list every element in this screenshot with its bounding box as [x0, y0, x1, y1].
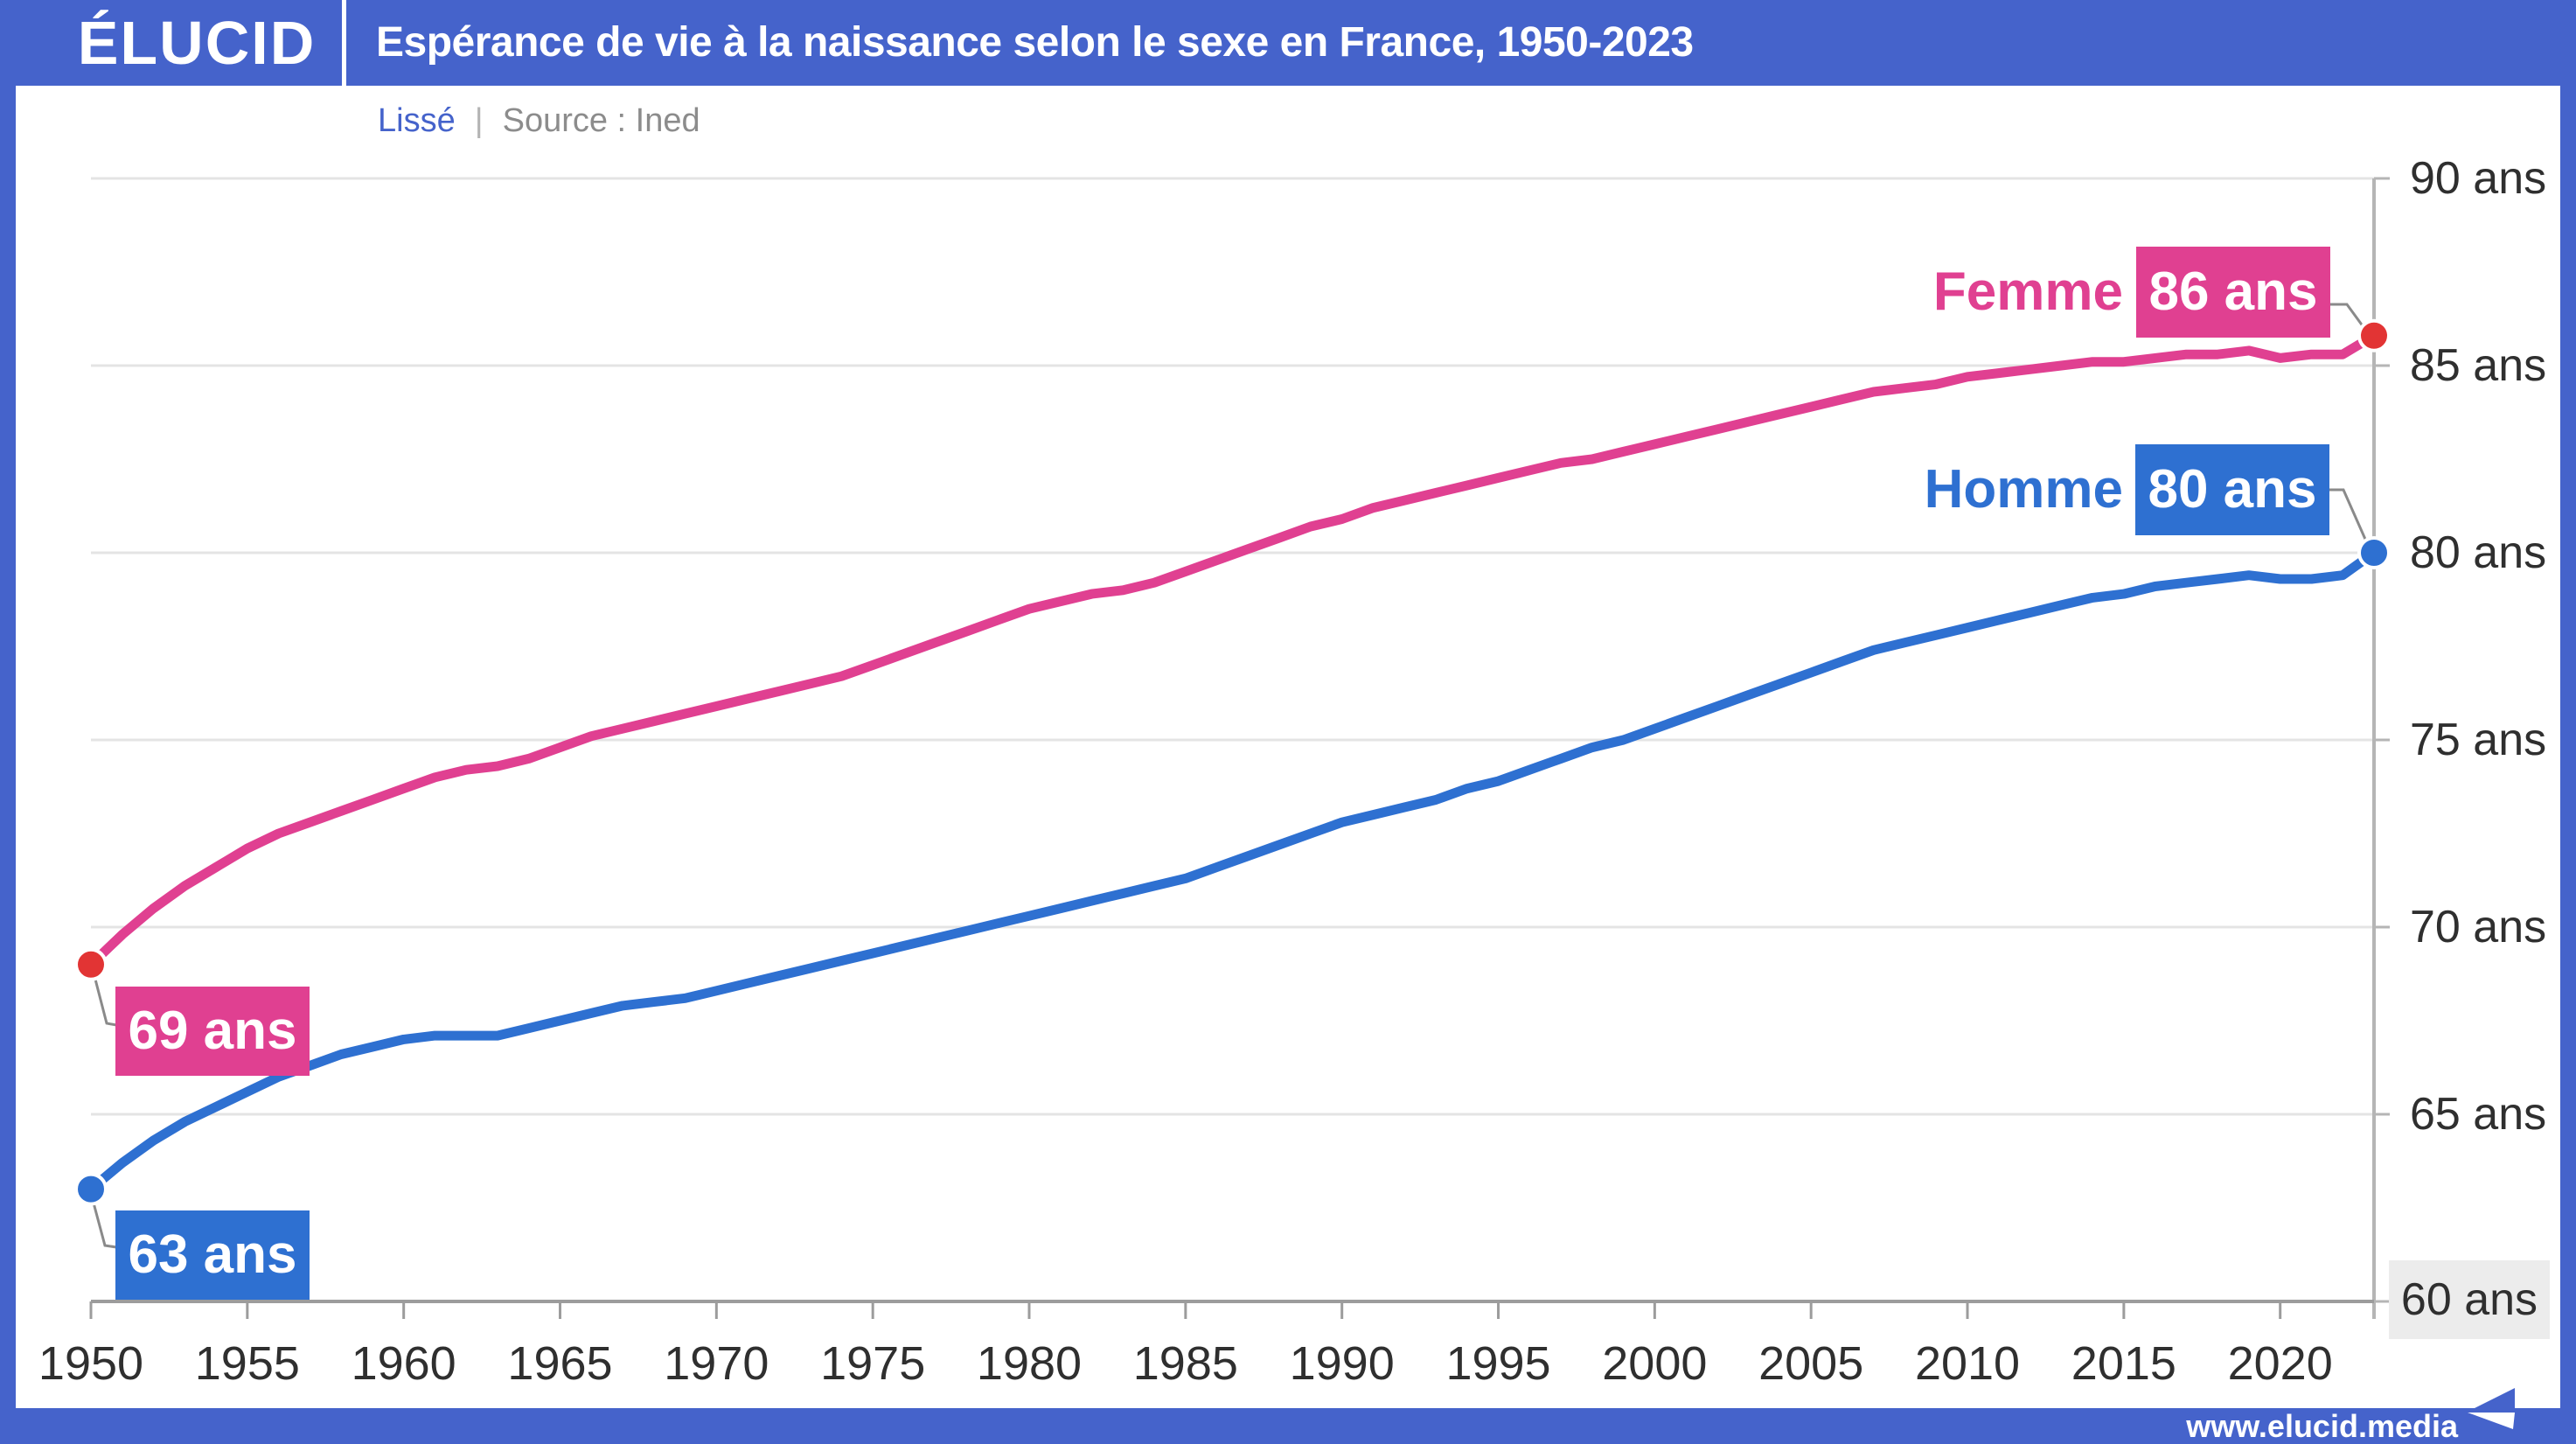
x-tick-label: 1985	[1132, 1337, 1238, 1390]
femme-start-value-badge: 69 ans	[115, 987, 310, 1076]
elucid-flag-icon	[2468, 1388, 2515, 1429]
elucid-logo[interactable]: ÉLUCID	[77, 9, 317, 77]
x-tick-label: 2020	[2227, 1337, 2333, 1390]
homme-value-badge: 80 ans	[2135, 444, 2329, 535]
series-endpoint-dot-femme	[74, 947, 108, 981]
footer-bar	[0, 1408, 2576, 1444]
x-tick-label: 2005	[1758, 1337, 1864, 1390]
y-tick-label: 70 ans	[2410, 902, 2547, 952]
y-tick-label-highlight: 60 ans	[2389, 1260, 2550, 1339]
page-border-right	[2560, 0, 2576, 1444]
x-tick-label: 1990	[1289, 1337, 1395, 1390]
x-tick-label: 1975	[820, 1337, 926, 1390]
header-bar	[0, 0, 2576, 86]
femme-series-label: Femme	[1932, 262, 2123, 322]
y-tick-label: 90 ans	[2410, 153, 2547, 204]
smoothing-toggle[interactable]: Lissé	[378, 102, 456, 139]
x-tick-label: 1995	[1445, 1337, 1551, 1390]
femme-value-badge: 86 ans	[2136, 247, 2330, 338]
y-tick-label: 75 ans	[2410, 715, 2547, 765]
subtitle-separator: |	[474, 102, 484, 139]
x-tick-label: 2010	[1914, 1337, 2021, 1390]
website-link[interactable]: www.elucid.media	[2186, 1408, 2458, 1444]
annotation-connector	[90, 1196, 117, 1249]
series-line-homme	[86, 548, 2379, 1195]
subtitle-row: Lissé | Source : Ined	[378, 98, 700, 143]
y-tick-label: 85 ans	[2410, 340, 2547, 391]
series-endpoint-dot-femme	[2357, 318, 2391, 352]
annotation-connector	[92, 972, 117, 1027]
series-line-femme	[86, 331, 2379, 970]
series-endpoint-dot-homme	[74, 1172, 108, 1206]
series-endpoint-dot-homme	[2357, 536, 2391, 569]
chart-title: Espérance de vie à la naissance selon le…	[376, 19, 1694, 66]
x-tick-label: 1955	[194, 1337, 300, 1390]
homme-start-value-badge: 63 ans	[115, 1210, 310, 1300]
x-tick-label: 1970	[664, 1337, 769, 1390]
x-tick-label: 2000	[1602, 1337, 1708, 1390]
annotation-connector	[2328, 488, 2372, 552]
page-border-left	[0, 0, 16, 1444]
x-tick-label: 1960	[351, 1337, 456, 1390]
x-tick-label: 2015	[2071, 1337, 2176, 1390]
x-tick-label: 1980	[976, 1337, 1083, 1390]
x-tick-label: 1965	[507, 1337, 613, 1390]
y-tick-label: 65 ans	[2410, 1089, 2547, 1140]
header-divider	[342, 0, 346, 86]
y-tick-label: 80 ans	[2410, 527, 2547, 578]
homme-series-label: Homme	[1924, 459, 2123, 520]
x-tick-label: 1950	[38, 1337, 144, 1390]
source-label: Source : Ined	[502, 102, 700, 139]
